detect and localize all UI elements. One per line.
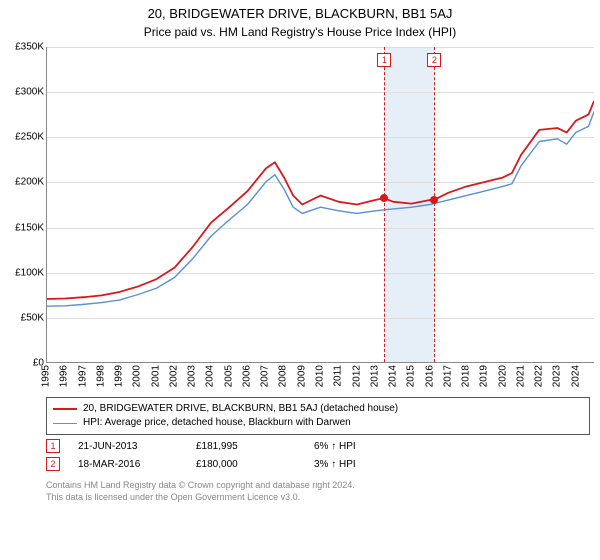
sale-price: £181,995 <box>196 441 296 452</box>
y-axis-label: £100K <box>4 267 44 278</box>
chart-area: 12 £0 £50K £100K £150K £200K £250K £300K £350K 1… <box>0 43 600 395</box>
footer-line: This data is licensed under the Open Gov… <box>46 491 588 503</box>
legend-swatch <box>53 408 77 410</box>
x-axis-label: 1996 <box>59 365 70 387</box>
x-axis-label: 2014 <box>388 365 399 387</box>
legend-swatch <box>53 423 77 424</box>
sale-date: 21-JUN-2013 <box>78 441 178 452</box>
sale-row-badge: 2 <box>46 457 60 471</box>
series-hpi <box>47 112 594 306</box>
y-axis-label: £250K <box>4 132 44 143</box>
sale-date: 18-MAR-2016 <box>78 459 178 470</box>
x-axis-label: 2002 <box>168 365 179 387</box>
x-axis-label: 2015 <box>406 365 417 387</box>
x-axis-label: 1998 <box>95 365 106 387</box>
x-axis-label: 2020 <box>497 365 508 387</box>
y-axis-label: £300K <box>4 87 44 98</box>
x-axis-label: 2024 <box>570 365 581 387</box>
legend-label: 20, BRIDGEWATER DRIVE, BLACKBURN, BB1 5A… <box>83 402 398 416</box>
sale-row: 2 18-MAR-2016 £180,000 3% ↑ HPI <box>46 457 588 471</box>
x-axis-label: 2010 <box>315 365 326 387</box>
x-axis-label: 2019 <box>479 365 490 387</box>
x-axis-label: 2008 <box>278 365 289 387</box>
x-axis-label: 2000 <box>132 365 143 387</box>
x-axis-label: 2021 <box>515 365 526 387</box>
x-axis-label: 1999 <box>114 365 125 387</box>
x-axis-label: 2016 <box>424 365 435 387</box>
sale-delta: 3% ↑ HPI <box>314 459 414 470</box>
sale-dot <box>380 194 388 202</box>
x-axis-label: 2005 <box>223 365 234 387</box>
series-price <box>47 101 594 299</box>
line-series-svg <box>47 47 594 362</box>
sales-table: 1 21-JUN-2013 £181,995 6% ↑ HPI 2 18-MAR-2016… <box>0 439 600 471</box>
x-axis-label: 1995 <box>41 365 52 387</box>
x-axis-label: 2023 <box>552 365 563 387</box>
x-axis-label: 2009 <box>296 365 307 387</box>
x-axis-label: 2013 <box>369 365 380 387</box>
y-axis-label: £150K <box>4 222 44 233</box>
x-axis-label: 2018 <box>461 365 472 387</box>
footer-line: Contains HM Land Registry data © Crown c… <box>46 479 588 491</box>
sale-row-badge: 1 <box>46 439 60 453</box>
chart-subtitle: Price paid vs. HM Land Registry's House … <box>0 21 600 43</box>
legend-item: HPI: Average price, detached house, Blac… <box>53 416 583 430</box>
x-axis-label: 2017 <box>442 365 453 387</box>
plot-area: 12 <box>46 47 594 363</box>
x-axis-label: 2022 <box>534 365 545 387</box>
y-axis-label: £200K <box>4 177 44 188</box>
footer-attribution: Contains HM Land Registry data © Crown c… <box>46 479 588 503</box>
legend: 20, BRIDGEWATER DRIVE, BLACKBURN, BB1 5A… <box>46 397 590 435</box>
x-axis-label: 2001 <box>150 365 161 387</box>
x-axis-label: 2007 <box>260 365 271 387</box>
y-axis-label: £350K <box>4 42 44 53</box>
x-axis-label: 2012 <box>351 365 362 387</box>
y-axis-label: £50K <box>4 312 44 323</box>
y-axis-label: £0 <box>4 358 44 369</box>
legend-label: HPI: Average price, detached house, Blac… <box>83 416 351 430</box>
x-axis-label: 2006 <box>241 365 252 387</box>
x-axis-label: 2004 <box>205 365 216 387</box>
sale-dot <box>430 196 438 204</box>
sale-price: £180,000 <box>196 459 296 470</box>
x-axis-label: 2011 <box>333 365 344 387</box>
sale-delta: 6% ↑ HPI <box>314 441 414 452</box>
x-axis-label: 2003 <box>187 365 198 387</box>
sale-row: 1 21-JUN-2013 £181,995 6% ↑ HPI <box>46 439 588 453</box>
chart-title: 20, BRIDGEWATER DRIVE, BLACKBURN, BB1 5A… <box>0 0 600 21</box>
x-axis-label: 1997 <box>77 365 88 387</box>
legend-item: 20, BRIDGEWATER DRIVE, BLACKBURN, BB1 5A… <box>53 402 583 416</box>
